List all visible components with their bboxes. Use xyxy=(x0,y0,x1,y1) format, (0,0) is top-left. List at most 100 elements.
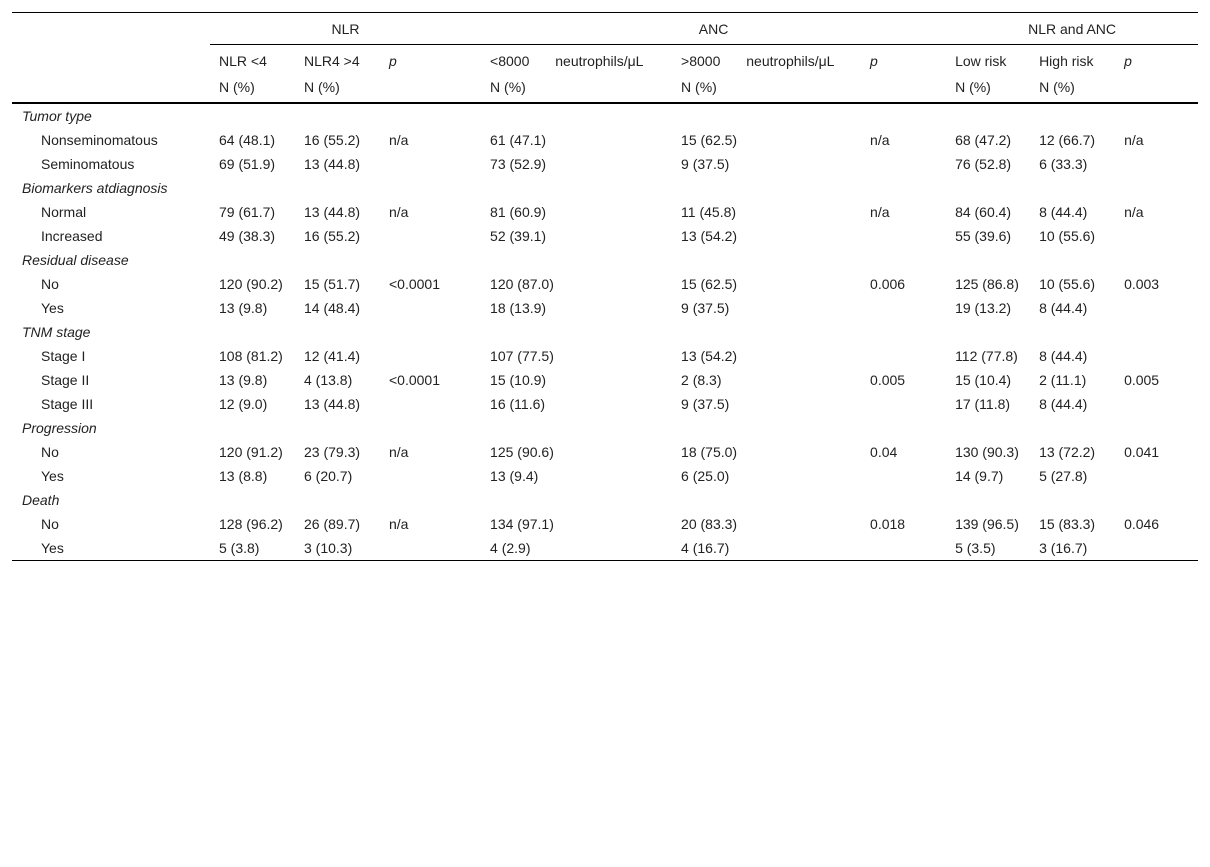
data-cell: n/a xyxy=(389,132,409,148)
data-cell: 14 (9.7) xyxy=(955,468,1004,484)
data-cell: 107 (77.5) xyxy=(490,348,554,364)
data-cell: 6 (20.7) xyxy=(304,468,353,484)
data-cell: 11 (45.8) xyxy=(681,204,737,220)
data-cell: 69 (51.9) xyxy=(219,156,276,172)
section-title: Death xyxy=(22,492,60,508)
section-title: TNM stage xyxy=(22,324,91,340)
data-cell: 81 (60.9) xyxy=(490,204,547,220)
data-cell: 16 (55.2) xyxy=(304,132,361,148)
data-cell: 5 (27.8) xyxy=(1039,468,1088,484)
data-cell xyxy=(1115,224,1198,248)
row-label: Yes xyxy=(41,300,64,316)
row-label: Stage I xyxy=(41,348,86,364)
data-cell: 8 (44.4) xyxy=(1039,396,1088,412)
data-cell: 12 (66.7) xyxy=(1039,132,1096,148)
data-cell: 0.018 xyxy=(870,516,906,532)
section-title: Residual disease xyxy=(22,252,129,268)
row-label: Nonseminomatous xyxy=(41,132,158,148)
group-header: NLR xyxy=(210,12,482,45)
data-table: NLR ANC NLR and ANC NLR <4 NLR4 >4 p <8000 … xyxy=(12,12,1199,561)
data-cell: 13 (44.8) xyxy=(304,156,361,172)
data-cell: 13 (9.8) xyxy=(219,372,268,388)
data-row: Yes 13 (9.8) 14 (48.4) 18 (13.9) 9 (37.5) 19 … xyxy=(12,296,1198,320)
data-cell: 125 (86.8) xyxy=(955,276,1019,292)
data-cell: 13 (44.8) xyxy=(304,396,361,412)
data-cell: 15 (83.3) xyxy=(1039,516,1096,532)
data-cell: 13 (54.2) xyxy=(681,348,738,364)
table-head: NLR ANC NLR and ANC NLR <4 NLR4 >4 p <8000 … xyxy=(12,12,1199,104)
group-header-row: NLR ANC NLR and ANC xyxy=(12,12,1199,104)
section-row: Tumor type xyxy=(12,103,1198,128)
data-cell: 10 (55.6) xyxy=(1039,276,1096,292)
unit-label: N (%) xyxy=(1030,73,1116,104)
data-cell: 19 (13.2) xyxy=(955,300,1012,316)
data-cell xyxy=(1115,344,1198,368)
data-row: Yes 5 (3.8) 3 (10.3) 4 (2.9) 4 (16.7) 5 (3.5)… xyxy=(12,536,1198,561)
unit-label xyxy=(861,73,947,104)
data-cell: 15 (62.5) xyxy=(681,276,738,292)
data-cell: 13 (9.8) xyxy=(219,300,268,316)
data-cell: 55 (39.6) xyxy=(955,228,1012,244)
data-row: Seminomatous 69 (51.9) 13 (44.8) 73 (52.9) 9… xyxy=(12,152,1198,176)
data-cell: 13 (8.8) xyxy=(219,468,268,484)
column-header: p xyxy=(389,53,397,69)
units-row: N (%) N (%) N (%) N (%) N (%) N (%) xyxy=(12,73,1199,104)
data-cell: 112 (77.8) xyxy=(955,348,1018,364)
data-cell: n/a xyxy=(870,204,890,220)
section-row: Progression xyxy=(12,416,1198,440)
unit-label xyxy=(380,73,482,104)
data-cell xyxy=(380,344,481,368)
data-cell xyxy=(380,464,481,488)
data-cell: 139 (96.5) xyxy=(955,516,1019,532)
data-cell: 52 (39.1) xyxy=(490,228,547,244)
data-cell: 0.006 xyxy=(870,276,906,292)
data-cell: 8 (44.4) xyxy=(1039,348,1088,364)
data-cell: 0.005 xyxy=(1124,372,1160,388)
data-cell: 12 (41.4) xyxy=(304,348,361,364)
data-cell xyxy=(861,344,946,368)
data-cell xyxy=(380,392,481,416)
data-cell: 120 (91.2) xyxy=(219,444,283,460)
data-cell: 120 (90.2) xyxy=(219,276,283,292)
data-cell: 20 (83.3) xyxy=(681,516,738,532)
data-cell: 0.003 xyxy=(1124,276,1160,292)
data-row: Normal 79 (61.7) 13 (44.8) n/a 81 (60.9) 11 (… xyxy=(12,200,1198,224)
data-row: Yes 13 (8.8) 6 (20.7) 13 (9.4) 6 (25.0) 14 (9… xyxy=(12,464,1198,488)
section-row: TNM stage xyxy=(12,320,1198,344)
data-row: Stage II 13 (9.8) 4 (13.8) <0.0001 15 (10.9)… xyxy=(12,368,1198,392)
data-cell: 73 (52.9) xyxy=(490,156,547,172)
row-label: Seminomatous xyxy=(41,156,135,172)
data-cell: 3 (10.3) xyxy=(304,540,353,556)
data-cell xyxy=(380,224,481,248)
unit-label: N (%) xyxy=(210,73,295,104)
data-cell: 68 (47.2) xyxy=(955,132,1012,148)
data-cell: 8 (44.4) xyxy=(1039,204,1088,220)
data-cell xyxy=(1115,464,1198,488)
data-cell: 15 (10.9) xyxy=(490,372,547,388)
section-row: Biomarkers atdiagnosis xyxy=(12,176,1198,200)
data-cell xyxy=(1115,392,1198,416)
data-cell: 13 (9.4) xyxy=(490,468,539,484)
unit-label: N (%) xyxy=(481,73,673,104)
data-cell: 0.04 xyxy=(870,444,898,460)
data-cell: 9 (37.5) xyxy=(681,396,730,412)
unit-label: N (%) xyxy=(295,73,380,104)
data-cell: 8 (44.4) xyxy=(1039,300,1088,316)
group-header: ANC xyxy=(481,12,947,45)
column-header: High risk xyxy=(1039,53,1094,69)
data-cell: 6 (25.0) xyxy=(681,468,730,484)
column-header: Low risk xyxy=(955,53,1007,69)
row-label: Increased xyxy=(41,228,103,244)
data-cell xyxy=(1115,296,1198,320)
column-header: <8000 neutrophils/μL xyxy=(490,53,644,69)
column-header: >8000 neutrophils/μL xyxy=(681,53,835,69)
data-cell: 120 (87.0) xyxy=(490,276,554,292)
data-row: Stage III 12 (9.0) 13 (44.8) 16 (11.6) 9 (37… xyxy=(12,392,1198,416)
data-cell xyxy=(861,296,946,320)
row-label: Normal xyxy=(41,204,87,220)
data-cell: 23 (79.3) xyxy=(304,444,361,460)
table-body: Tumor type Nonseminomatous 64 (48.1) 16 (55… xyxy=(12,103,1198,561)
data-cell: 130 (90.3) xyxy=(955,444,1019,460)
data-cell xyxy=(1115,152,1198,176)
